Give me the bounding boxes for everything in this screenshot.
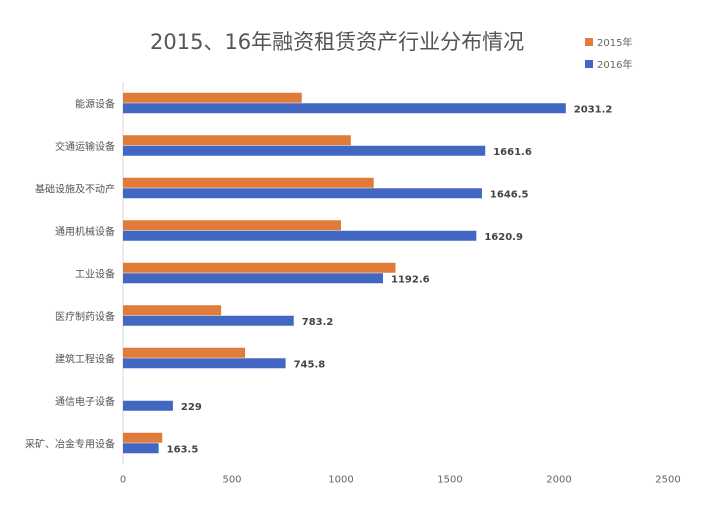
category-label: 交通运输设备 bbox=[55, 140, 115, 153]
x-tick-label: 0 bbox=[120, 475, 126, 486]
category-label: 工业设备 bbox=[75, 267, 115, 280]
bar-2016 bbox=[123, 188, 482, 199]
x-tick-label: 1000 bbox=[328, 475, 353, 486]
bar-2015 bbox=[123, 262, 396, 273]
bar-2016 bbox=[123, 400, 173, 411]
bar-2015 bbox=[123, 220, 341, 231]
category-label: 医疗制药设备 bbox=[55, 310, 115, 323]
data-label: 229 bbox=[181, 402, 202, 413]
data-label: 163.5 bbox=[167, 444, 199, 455]
data-label: 1646.5 bbox=[490, 189, 529, 200]
data-label: 783.2 bbox=[302, 317, 334, 328]
bar-2016 bbox=[123, 315, 294, 326]
bar-2015 bbox=[123, 135, 351, 146]
bar-2016 bbox=[123, 230, 477, 241]
legend-swatch bbox=[585, 59, 593, 68]
x-tick-label: 1500 bbox=[437, 475, 462, 486]
bar-2016 bbox=[123, 273, 383, 284]
data-label: 1661.6 bbox=[493, 147, 532, 158]
bar-2015 bbox=[123, 92, 302, 103]
x-tick-label: 2500 bbox=[655, 475, 680, 486]
chart-title: 2015、16年融资租赁资产行业分布情况 bbox=[150, 30, 525, 54]
category-label: 建筑工程设备 bbox=[55, 352, 115, 365]
legend-2015: 2015年 bbox=[585, 34, 632, 49]
category-label: 通信电子设备 bbox=[55, 395, 115, 408]
data-label: 1192.6 bbox=[391, 274, 430, 285]
bar-2016 bbox=[123, 145, 486, 156]
data-label: 2031.2 bbox=[574, 104, 613, 115]
category-label: 能源设备 bbox=[75, 97, 115, 110]
legend-label: 2016年 bbox=[597, 60, 633, 71]
bar-2015 bbox=[123, 347, 246, 358]
bar-2016 bbox=[123, 358, 286, 369]
legend-2016: 2016年 bbox=[585, 56, 632, 71]
legend-swatch bbox=[585, 37, 593, 46]
bar-2015 bbox=[123, 177, 374, 188]
legend-label: 2015年 bbox=[597, 38, 633, 49]
category-label: 采矿、冶金专用设备 bbox=[25, 437, 115, 450]
x-tick-label: 500 bbox=[222, 475, 241, 486]
category-label: 基础设施及不动产 bbox=[35, 182, 115, 195]
data-label: 1620.9 bbox=[484, 232, 523, 243]
x-tick-label: 2000 bbox=[546, 475, 571, 486]
category-label: 通用机械设备 bbox=[55, 225, 115, 238]
bar-2016 bbox=[123, 443, 159, 454]
bar-2016 bbox=[123, 103, 566, 114]
bar-2015 bbox=[123, 305, 222, 316]
bar-2015 bbox=[123, 432, 163, 443]
data-label: 745.8 bbox=[294, 359, 326, 370]
